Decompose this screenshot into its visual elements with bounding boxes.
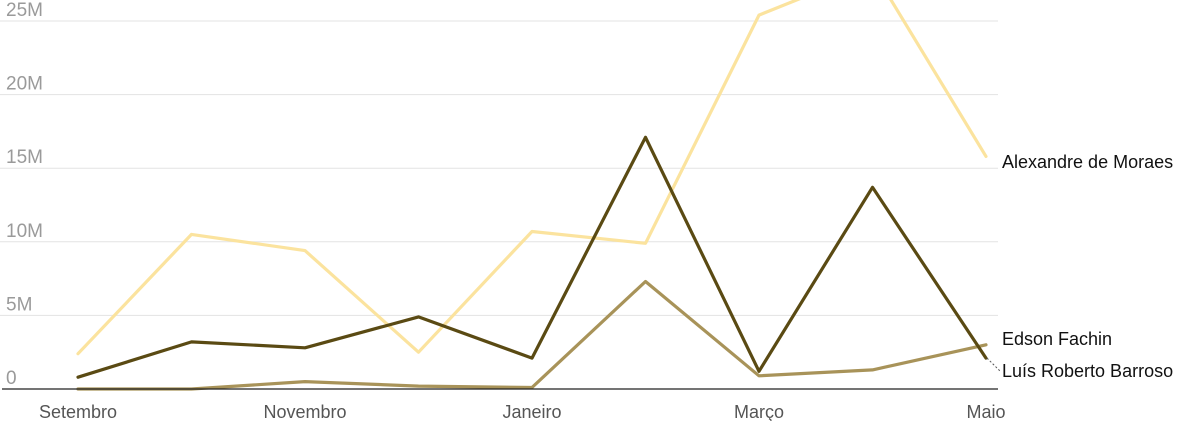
y-tick-label: 15M: [6, 147, 43, 168]
series-label: Edson Fachin: [1002, 329, 1112, 349]
x-tick-label: Janeiro: [502, 402, 561, 421]
y-tick-label: 10M: [6, 221, 43, 242]
series-labels: Alexandre de Moraes Edson Fachin Luís Robe…: [986, 152, 1173, 381]
x-tick-label: Novembro: [263, 402, 346, 421]
gridlines: [0, 20, 998, 316]
y-tick-label: 25M: [6, 0, 43, 21]
y-axis-tick-labels: 0 5M 10M 15M 20M 25M: [6, 0, 43, 389]
x-tick-label: Setembro: [39, 402, 117, 421]
label-leader-line: [986, 357, 1001, 372]
x-tick-label: Março: [734, 402, 784, 421]
y-tick-label: 20M: [6, 74, 43, 95]
series-label: Alexandre de Moraes: [1002, 152, 1173, 172]
x-axis-tick-labels: Setembro Novembro Janeiro Março Maio: [39, 402, 1006, 421]
y-tick-label: 0: [6, 368, 17, 389]
series-line: [76, 279, 988, 391]
series-lines: [76, 0, 988, 391]
y-tick-label: 5M: [6, 294, 32, 315]
x-tick-label: Maio: [966, 402, 1005, 421]
series-line: [76, 0, 988, 356]
series-label: Luís Roberto Barroso: [1002, 361, 1173, 381]
series-line: [76, 135, 988, 379]
